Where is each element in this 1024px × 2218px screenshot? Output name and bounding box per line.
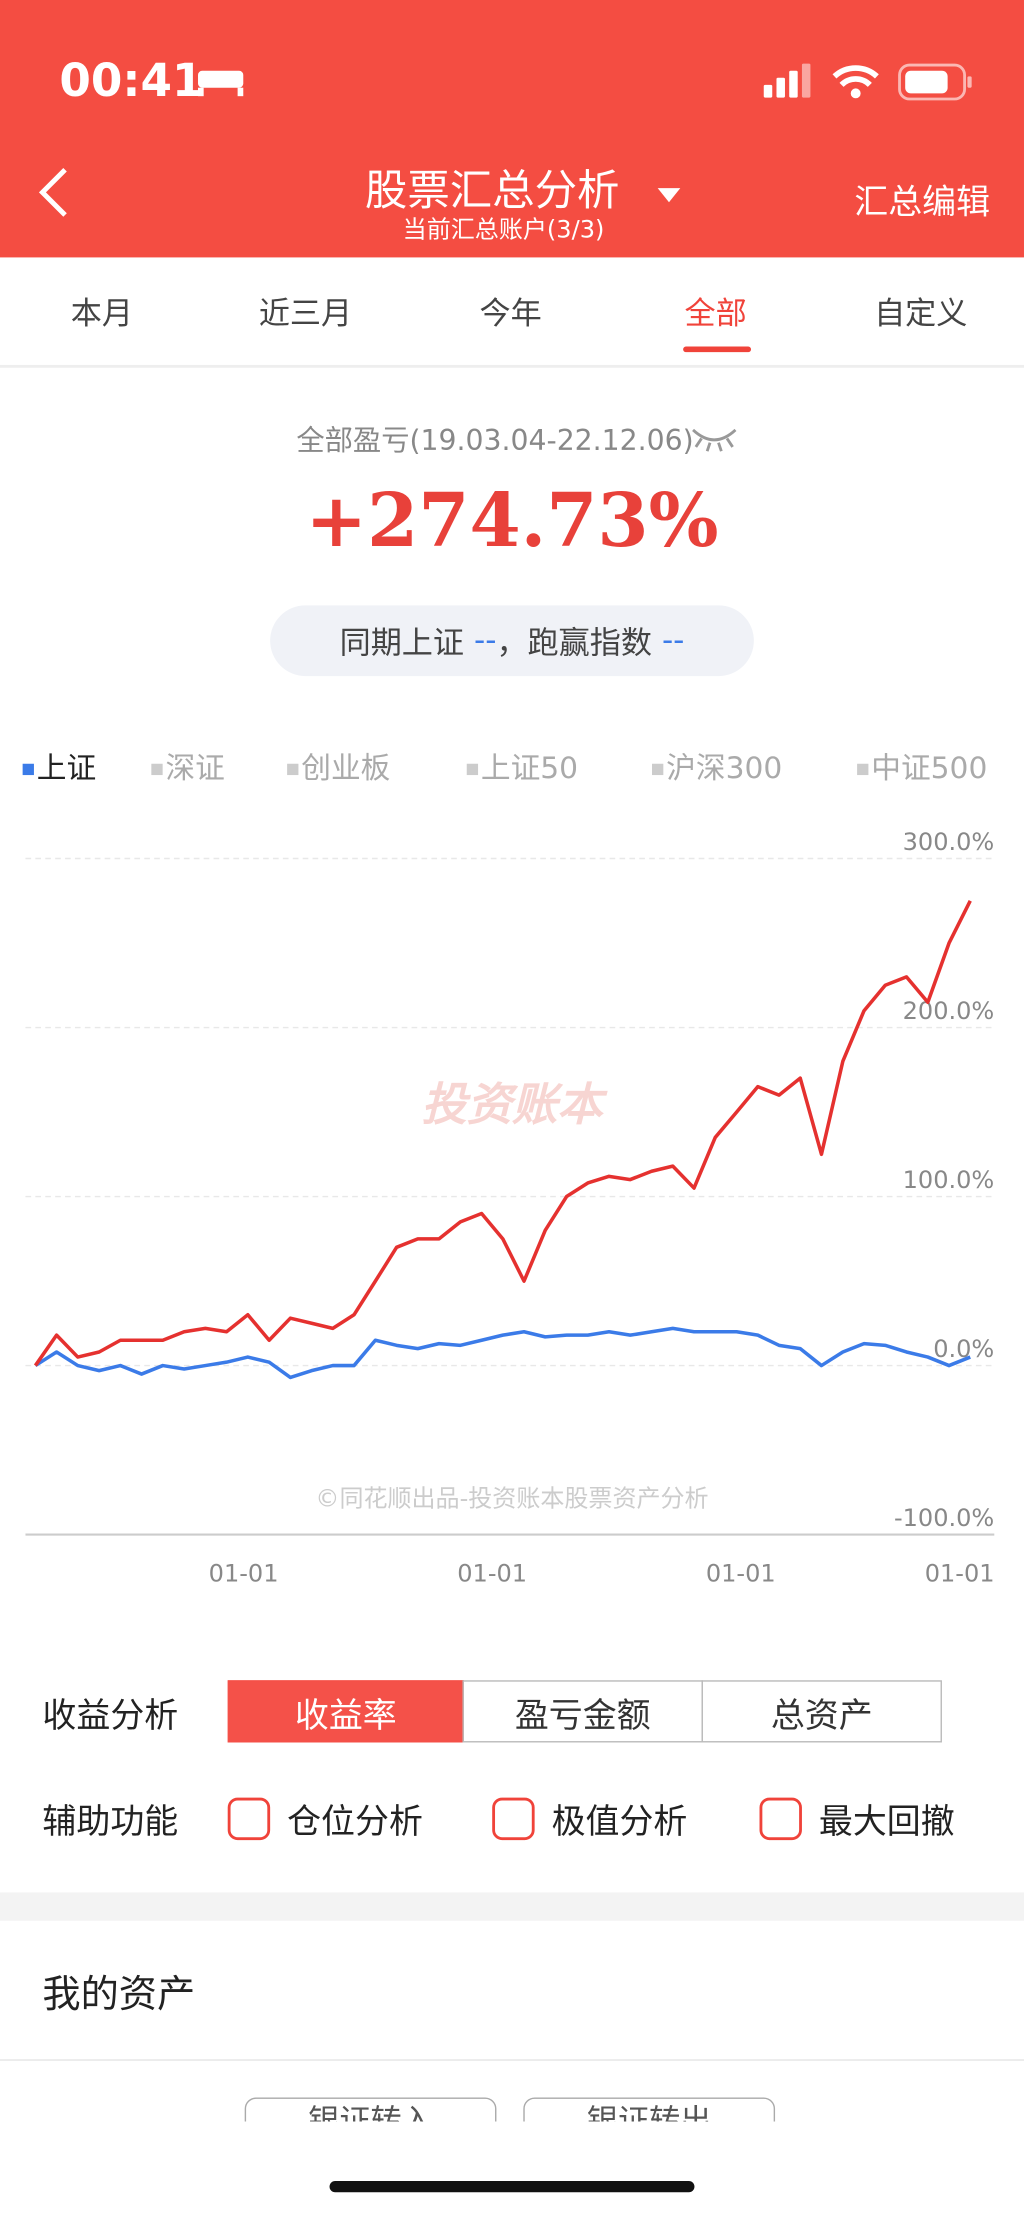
analysis-label: 收益分析: [42, 1695, 179, 1736]
compare-value: --: [473, 623, 497, 659]
x-tick-label: 01-01: [209, 1559, 279, 1587]
assets-buttons: 银证转入 银证转出: [0, 2061, 1024, 2122]
summary-label: 全部盈亏(19.03.04-22.12.06): [296, 422, 694, 457]
period-tab[interactable]: 自定义: [874, 297, 968, 333]
aux-option[interactable]: 最大回撤: [759, 1793, 955, 1843]
period-tab[interactable]: 本月: [70, 297, 133, 333]
assets-button[interactable]: 银证转入: [244, 2097, 497, 2122]
section-gap: [0, 1892, 1024, 1921]
period-tab[interactable]: 全部: [684, 297, 747, 333]
assets-button[interactable]: 银证转出: [523, 2097, 776, 2122]
analysis-option[interactable]: 盈亏金额: [462, 1680, 703, 1743]
index-tab[interactable]: 沪深300: [652, 745, 782, 787]
index-tab[interactable]: 中证500: [857, 745, 987, 787]
analysis-option[interactable]: 收益率: [227, 1680, 464, 1743]
compare-label: 同期上证: [339, 626, 465, 662]
assets-title: 我的资产: [42, 1973, 196, 2017]
divider: [0, 2059, 1024, 2061]
header: 00:41 股票汇总分析 当前汇总账户(3/3) 汇总编辑: [0, 0, 1024, 258]
aux-option[interactable]: 极值分析: [492, 1793, 687, 1843]
compare-pill: 同期上证 -- ，跑赢指数 --: [270, 605, 754, 677]
header-subtitle: 当前汇总账户(3/3): [402, 216, 605, 245]
chart: 投资账本 ©同花顺出品-投资账本股票资产分析 -100.0%0.0%100.0%…: [25, 828, 995, 1587]
analysis-option[interactable]: 总资产: [701, 1680, 942, 1743]
checkbox[interactable]: [759, 1796, 802, 1840]
y-tick-label: 300.0%: [903, 828, 995, 856]
aux-option[interactable]: 仓位分析: [227, 1793, 423, 1843]
bed-icon: [198, 70, 244, 97]
checkbox[interactable]: [227, 1796, 271, 1840]
index-tab[interactable]: 创业板: [287, 745, 390, 787]
tab-indicator: [683, 346, 752, 353]
x-tick-label: 01-01: [925, 1559, 995, 1587]
eye-icon[interactable]: [690, 421, 738, 452]
y-tick-label: -100.0%: [894, 1504, 994, 1532]
series-line: [33, 900, 972, 1367]
watermark: 投资账本: [421, 1078, 608, 1131]
beat-value: --: [661, 623, 685, 659]
status-icons: [763, 63, 972, 101]
header-action[interactable]: 汇总编辑: [854, 182, 991, 223]
checkbox-label: 最大回撤: [818, 1801, 955, 1842]
status-time: 00:41: [59, 53, 204, 108]
header-title[interactable]: 股票汇总分析: [364, 166, 620, 217]
y-tick-label: 200.0%: [903, 997, 995, 1025]
checkbox-label: 极值分析: [551, 1801, 688, 1842]
summary-value: +274.73%: [305, 478, 719, 565]
index-tab[interactable]: 上证50: [467, 745, 578, 787]
home-indicator: [329, 2180, 695, 2193]
checkbox[interactable]: [492, 1796, 535, 1840]
back-button[interactable]: [37, 167, 71, 218]
aux-label: 辅助功能: [42, 1801, 179, 1842]
dropdown-arrow[interactable]: [656, 187, 681, 204]
legend-entry[interactable]: 上证: [23, 745, 96, 787]
x-tick-label: 01-01: [706, 1559, 776, 1587]
checkbox-label: 仓位分析: [287, 1801, 423, 1842]
beat-label: ，跑赢指数: [496, 626, 653, 662]
divider: [0, 364, 1024, 368]
index-tab[interactable]: 深证: [151, 745, 224, 787]
series-line: [34, 1326, 971, 1380]
period-tab[interactable]: 今年: [479, 297, 542, 333]
x-tick-label: 01-01: [457, 1559, 527, 1587]
chart-footnote: ©同花顺出品-投资账本股票资产分析: [315, 1484, 708, 1512]
y-tick-label: 100.0%: [903, 1166, 995, 1194]
period-tab[interactable]: 近三月: [258, 297, 353, 333]
